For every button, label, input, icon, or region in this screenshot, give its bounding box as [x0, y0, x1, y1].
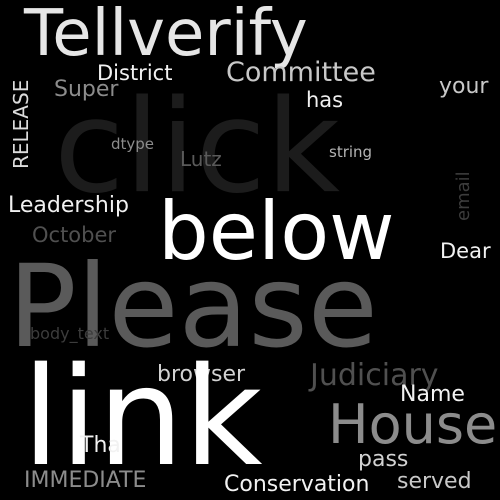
word-tellverify: Tellverify [24, 0, 308, 71]
word-browser: browser [157, 362, 246, 387]
word-conservation: Conservation [224, 472, 370, 497]
word-tha: Tha [80, 433, 121, 458]
word-committee: Committee [226, 57, 376, 88]
word-judiciary: Judiciary [310, 358, 439, 393]
word-dtype: dtype [111, 135, 155, 153]
word-release: RELEASE [9, 79, 33, 169]
word-your: your [439, 74, 489, 99]
word-immediate: IMMEDIATE [24, 468, 147, 493]
word-email: email [453, 171, 474, 221]
word-dear: Dear [440, 239, 491, 263]
word-leadership: Leadership [8, 193, 129, 218]
word-pass: pass [358, 447, 409, 472]
word-link: link [22, 339, 263, 497]
word-house: House [328, 393, 498, 456]
word-please: Please [8, 240, 378, 373]
word-october: October [32, 223, 117, 247]
word-body-text: body_text [30, 324, 110, 343]
word-served: served [397, 469, 472, 494]
word-string: string [329, 143, 373, 161]
word-name: Name [400, 382, 465, 407]
word-below: below [158, 185, 395, 278]
word-click: click [54, 73, 340, 222]
word-super: Super [54, 77, 119, 102]
word-lutz: Lutz [180, 147, 222, 171]
word-has: has [306, 88, 344, 112]
word-district: District [97, 61, 173, 85]
